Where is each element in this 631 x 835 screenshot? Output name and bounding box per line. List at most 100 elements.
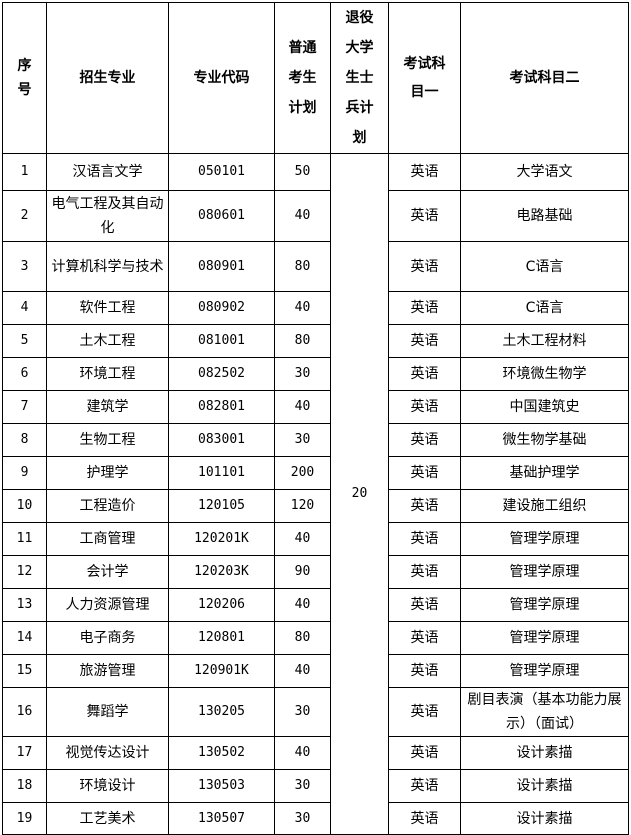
cell-seq: 18: [2, 769, 47, 803]
cell-general-plan: 200: [274, 456, 331, 490]
cell-subject1: 英语: [388, 654, 461, 688]
header-subject1: 考试科目一: [388, 2, 461, 154]
cell-general-plan: 80: [274, 621, 331, 655]
cell-general-plan: 40: [274, 291, 331, 325]
table-row: 10 工程造价 120105 120 英语 建设施工组织: [2, 489, 629, 523]
cell-code: 083001: [168, 423, 275, 457]
cell-major: 工艺美术: [46, 802, 169, 835]
table-row: 2 电气工程及其自动化 080601 40 英语 电路基础: [2, 190, 629, 242]
cell-code: 130502: [168, 736, 275, 770]
table-row: 18 环境设计 130503 30 英语 设计素描: [2, 769, 629, 803]
cell-code: 130205: [168, 687, 275, 737]
cell-subject2: 环境微生物学: [460, 357, 629, 391]
cell-code: 082502: [168, 357, 275, 391]
cell-major: 工商管理: [46, 522, 169, 556]
table-row: 4 软件工程 080902 40 英语 C语言: [2, 291, 629, 325]
cell-subject1: 英语: [388, 769, 461, 803]
table-row: 1 汉语言文学 050101 50 20 英语 大学语文: [2, 153, 629, 835]
table-row: 5 土木工程 081001 80 英语 土木工程材料: [2, 324, 629, 358]
cell-major: 旅游管理: [46, 654, 169, 688]
cell-general-plan: 30: [274, 802, 331, 835]
cell-major: 电气工程及其自动化: [46, 190, 169, 242]
cell-seq: 5: [2, 324, 47, 358]
table-row: 8 生物工程 083001 30 英语 微生物学基础: [2, 423, 629, 457]
table-row: 14 电子商务 120801 80 英语 管理学原理: [2, 621, 629, 655]
cell-major: 建筑学: [46, 390, 169, 424]
table-row: 7 建筑学 082801 40 英语 中国建筑史: [2, 390, 629, 424]
cell-general-plan: 30: [274, 357, 331, 391]
cell-subject1: 英语: [388, 555, 461, 589]
cell-general-plan: 30: [274, 769, 331, 803]
cell-general-plan: 30: [274, 687, 331, 737]
cell-subject2: 管理学原理: [460, 621, 629, 655]
table-row: 12 会计学 120203K 90 英语 管理学原理: [2, 555, 629, 589]
cell-subject2: 管理学原理: [460, 654, 629, 688]
cell-subject1: 英语: [388, 489, 461, 523]
cell-major: 汉语言文学: [46, 153, 169, 191]
cell-seq: 12: [2, 555, 47, 589]
cell-seq: 6: [2, 357, 47, 391]
cell-subject1: 英语: [388, 357, 461, 391]
cell-code: 120201K: [168, 522, 275, 556]
cell-general-plan: 120: [274, 489, 331, 523]
cell-seq: 9: [2, 456, 47, 490]
cell-major: 人力资源管理: [46, 588, 169, 622]
cell-code: 101101: [168, 456, 275, 490]
cell-seq: 13: [2, 588, 47, 622]
header-subject2: 考试科目二: [460, 2, 629, 154]
cell-major: 计算机科学与技术: [46, 241, 169, 292]
cell-code: 120901K: [168, 654, 275, 688]
cell-subject2: 电路基础: [460, 190, 629, 242]
cell-seq: 15: [2, 654, 47, 688]
cell-general-plan: 80: [274, 324, 331, 358]
cell-general-plan: 40: [274, 736, 331, 770]
cell-subject2: 土木工程材料: [460, 324, 629, 358]
cell-code: 080901: [168, 241, 275, 292]
cell-subject2: 管理学原理: [460, 588, 629, 622]
cell-subject1: 英语: [388, 736, 461, 770]
cell-major: 电子商务: [46, 621, 169, 655]
cell-major: 环境工程: [46, 357, 169, 391]
table-row: 15 旅游管理 120901K 40 英语 管理学原理: [2, 654, 629, 688]
cell-seq: 19: [2, 802, 47, 835]
header-code: 专业代码: [168, 2, 275, 154]
table-row: 6 环境工程 082502 30 英语 环境微生物学: [2, 357, 629, 391]
cell-seq: 3: [2, 241, 47, 292]
cell-subject1: 英语: [388, 423, 461, 457]
cell-major: 生物工程: [46, 423, 169, 457]
cell-subject2: C语言: [460, 291, 629, 325]
cell-subject1: 英语: [388, 241, 461, 292]
table-row: 11 工商管理 120201K 40 英语 管理学原理: [2, 522, 629, 556]
cell-veteran-plan-total: 20: [330, 153, 389, 835]
cell-seq: 17: [2, 736, 47, 770]
cell-general-plan: 40: [274, 190, 331, 242]
cell-subject2: 设计素描: [460, 736, 629, 770]
cell-subject2: 大学语文: [460, 153, 629, 191]
cell-code: 082801: [168, 390, 275, 424]
cell-code: 080601: [168, 190, 275, 242]
cell-subject2: C语言: [460, 241, 629, 292]
cell-code: 120801: [168, 621, 275, 655]
cell-seq: 10: [2, 489, 47, 523]
cell-subject2: 管理学原理: [460, 555, 629, 589]
cell-major: 环境设计: [46, 769, 169, 803]
cell-major: 工程造价: [46, 489, 169, 523]
cell-seq: 16: [2, 687, 47, 737]
cell-major: 软件工程: [46, 291, 169, 325]
cell-code: 130503: [168, 769, 275, 803]
table-row: 13 人力资源管理 120206 40 英语 管理学原理: [2, 588, 629, 622]
cell-major: 视觉传达设计: [46, 736, 169, 770]
cell-general-plan: 40: [274, 588, 331, 622]
table-row: 16 舞蹈学 130205 30 英语 剧目表演（基本功能力展示）（面试）: [2, 687, 629, 737]
cell-subject1: 英语: [388, 153, 461, 191]
cell-seq: 1: [2, 153, 47, 191]
header-veteran-plan: 退役大学生士兵计划: [330, 2, 389, 154]
cell-code: 081001: [168, 324, 275, 358]
cell-code: 120206: [168, 588, 275, 622]
cell-major: 舞蹈学: [46, 687, 169, 737]
cell-seq: 11: [2, 522, 47, 556]
cell-general-plan: 80: [274, 241, 331, 292]
cell-seq: 7: [2, 390, 47, 424]
table-row: 19 工艺美术 130507 30 英语 设计素描: [2, 802, 629, 835]
cell-subject1: 英语: [388, 802, 461, 835]
